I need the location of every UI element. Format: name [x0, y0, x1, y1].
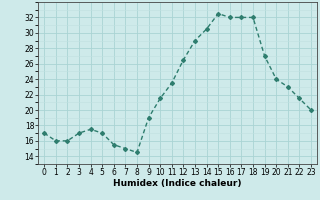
X-axis label: Humidex (Indice chaleur): Humidex (Indice chaleur): [113, 179, 242, 188]
